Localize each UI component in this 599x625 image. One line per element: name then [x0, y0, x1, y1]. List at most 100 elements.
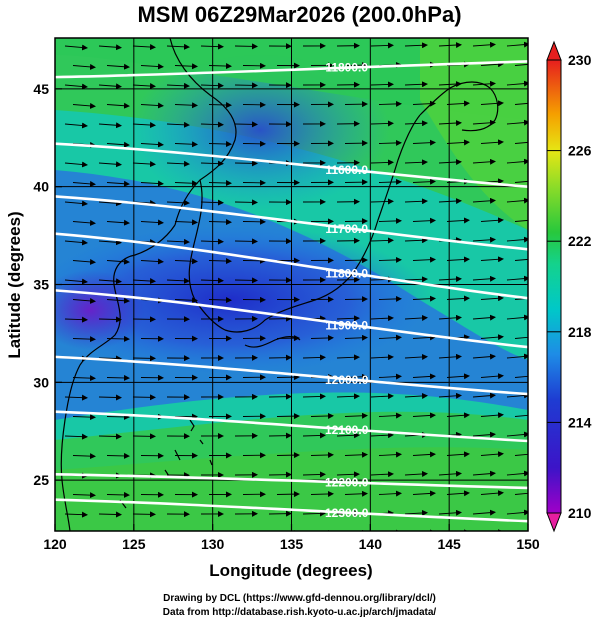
- wind-arrow: [446, 217, 470, 224]
- x-tick-label: 150: [516, 536, 540, 552]
- contour-line: [55, 289, 528, 349]
- contour-label: 11700.0: [325, 222, 368, 236]
- wind-arrow: [208, 219, 232, 226]
- wind-arrow: [72, 63, 96, 70]
- wind-arrow: [446, 373, 470, 380]
- wind-arrow: [208, 180, 232, 187]
- x-axis-title: Longitude (degrees): [209, 561, 372, 580]
- wind-arrow: [404, 198, 428, 205]
- wind-arrow: [140, 63, 164, 70]
- wind-arrow: [514, 102, 528, 105]
- x-tick-label: 125: [122, 536, 146, 552]
- footer-drawing-credit: Drawing by DCL (https://www.gfd-dennou.o…: [163, 593, 436, 604]
- x-tick-label: 140: [359, 536, 383, 552]
- wind-arrow: [200, 121, 224, 128]
- wind-arrow: [64, 122, 88, 129]
- wind-arrow: [140, 141, 164, 148]
- footer-data-source: Data from http://database.rish.kyoto-u.a…: [162, 607, 437, 618]
- wind-arrow: [438, 81, 462, 88]
- wind-arrow: [64, 278, 88, 285]
- wind-arrow: [446, 451, 470, 458]
- wind-arrow: [336, 315, 360, 322]
- wind-arrow: [378, 373, 402, 380]
- wind-arrow: [200, 277, 224, 284]
- wind-arrow: [208, 258, 232, 265]
- wind-arrow: [344, 334, 368, 341]
- wind-arrow: [64, 511, 88, 518]
- wind-arrow: [140, 219, 164, 226]
- wind-arrow: [514, 63, 528, 66]
- wind-arrow: [106, 452, 130, 459]
- wind-arrow: [106, 374, 130, 381]
- wind-arrow: [174, 141, 198, 148]
- wind-arrow: [336, 432, 360, 439]
- x-axis-ticks: 120 125 130 135 140 145 150: [43, 524, 540, 552]
- wind-arrow: [64, 200, 88, 207]
- wind-arrow: [378, 295, 402, 302]
- colorbar-max-triangle: [546, 40, 562, 61]
- contour-label: 12000.0: [325, 373, 369, 387]
- wind-arrow: [514, 219, 528, 222]
- wind-arrow: [174, 297, 198, 304]
- wind-arrow: [497, 529, 504, 531]
- wind-arrow: [404, 470, 428, 477]
- wind-arrow: [370, 393, 394, 400]
- wind-arrow: [438, 353, 462, 360]
- wind-arrow: [200, 199, 224, 206]
- wind-arrow: [514, 414, 528, 417]
- wind-arrow: [480, 490, 504, 497]
- colorbar-tick-label: 226: [568, 143, 592, 159]
- wind-arrow: [438, 159, 462, 166]
- wind-arrow: [404, 237, 428, 244]
- y-axis-title: Latitude (degrees): [5, 211, 24, 358]
- x-tick-label: 130: [201, 536, 225, 552]
- wind-arrow: [166, 238, 190, 245]
- wind-arrow: [276, 374, 300, 381]
- wind-arrow: [412, 100, 436, 107]
- wind-arrow: [174, 258, 198, 265]
- wind-arrow: [438, 392, 462, 399]
- wind-arrow: [438, 314, 462, 321]
- wind-arrow: [208, 297, 232, 304]
- wind-arrow: [344, 451, 368, 458]
- wind-arrow: [472, 41, 496, 48]
- wind-arrow: [514, 141, 528, 144]
- x-tick-label: 120: [43, 536, 67, 552]
- contour-line: [55, 472, 528, 490]
- colorbar-min-triangle: [546, 512, 562, 533]
- wind-arrow: [438, 509, 462, 516]
- wind-arrow: [64, 316, 88, 323]
- wind-arrow: [123, 530, 130, 531]
- contour-label: 12300.0: [325, 506, 369, 520]
- contour-label: 11800.0: [325, 266, 368, 280]
- wind-arrow: [140, 258, 164, 265]
- wind-arrow: [98, 200, 122, 207]
- wind-arrow: [480, 217, 504, 224]
- wind-arrow: [472, 275, 496, 282]
- wind-arrow: [370, 471, 394, 478]
- wind-arrow: [98, 355, 122, 362]
- wind-arrow: [64, 83, 88, 90]
- wind-arrow: [98, 161, 122, 168]
- wind-arrow: [72, 219, 96, 226]
- wind-arrow: [506, 41, 528, 48]
- wind-arrow: [310, 412, 334, 419]
- wind-arrow: [412, 217, 436, 224]
- contour-label: 12200.0: [325, 476, 369, 490]
- wind-arrow: [378, 217, 402, 224]
- wind-arrow: [344, 373, 368, 380]
- wind-arrow: [64, 161, 88, 168]
- wind-arrow: [208, 141, 232, 148]
- wind-arrow: [98, 316, 122, 323]
- wind-arrow: [446, 295, 470, 302]
- contour-line: [55, 498, 528, 523]
- wind-arrow: [514, 336, 528, 339]
- wind-arrow: [378, 412, 402, 419]
- wind-arrow: [438, 470, 462, 477]
- wind-arrow: [276, 452, 300, 459]
- x-tick-label: 145: [437, 536, 461, 552]
- y-tick-label: 45: [33, 81, 49, 97]
- wind-arrow: [132, 83, 156, 90]
- wind-arrow: [72, 492, 96, 499]
- wind-arrow: [446, 412, 470, 419]
